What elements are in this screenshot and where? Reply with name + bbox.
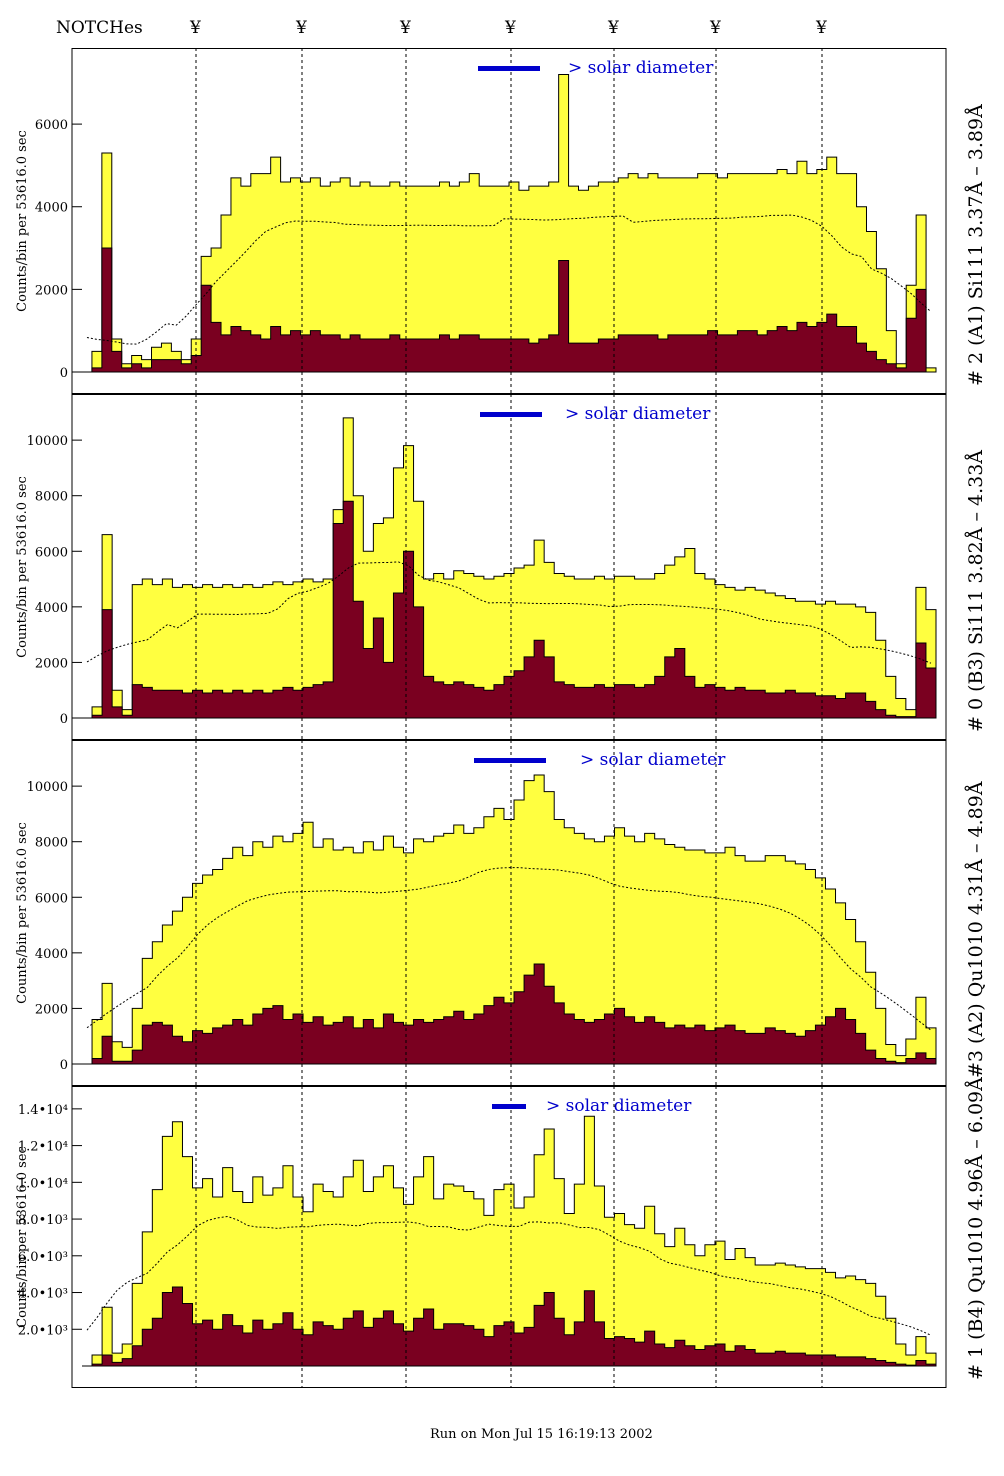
- solar-diameter-annotation: > solar diameter: [568, 58, 714, 78]
- y-tick-label: 0: [60, 712, 68, 727]
- panel-2-detector-label: # 0 (B3) Si111 3.82Å – 4.33Å: [965, 449, 987, 732]
- total-counts-histogram: [82, 1115, 937, 1367]
- background-counts-histogram: [82, 500, 937, 719]
- notch-marker-2: ¥: [296, 18, 307, 38]
- notch-marker-7: ¥: [816, 18, 827, 38]
- notch-marker-1: ¥: [190, 18, 201, 38]
- chart-panel-3: 0 2000 4000 6000 8000 10000 Counts/bin per 536…: [15, 740, 947, 1086]
- y-tick-label: 6.0•10³: [18, 1250, 68, 1265]
- background-counts-histogram: [82, 1286, 937, 1367]
- solar-diameter-bar: [474, 758, 546, 763]
- y-tick-label: 4000: [35, 947, 68, 962]
- y-tick-label: 0: [60, 366, 68, 381]
- solar-diameter-annotation: > solar diameter: [546, 1096, 692, 1116]
- chart-panel-4: 2.0•10³ 4.0•10³ 6.0•10³ 8.0•10³ 1.0•10⁴ 1.2•1…: [15, 1086, 947, 1388]
- y-tick-label: 8000: [35, 490, 68, 505]
- smoothed-mean-curve: [86, 561, 932, 664]
- run-timestamp: Run on Mon Jul 15 16:19:13 2002: [430, 1427, 653, 1442]
- y-tick-label: 8.0•10³: [18, 1213, 68, 1228]
- chart-panel-2: 0 2000 4000 6000 8000 10000 Counts/bin per 536…: [15, 394, 947, 740]
- y-tick-label: 10000: [27, 780, 68, 795]
- background-counts-histogram: [82, 963, 937, 1065]
- y-axis-label: Counts/bin per 53616.0 sec: [15, 1146, 30, 1328]
- panel-3-detector-label: #3 (A2) Qu1010 4.31Å – 4.89Å: [965, 781, 987, 1078]
- solar-diameter-annotation: > solar diameter: [565, 404, 711, 424]
- total-counts-histogram: [82, 74, 937, 373]
- notch-marker-3: ¥: [400, 18, 411, 38]
- y-tick-label: 2000: [35, 1002, 68, 1017]
- smoothed-mean-curve: [86, 1215, 932, 1336]
- solar-diameter-bar: [492, 1104, 526, 1109]
- y-tick-label: 8000: [35, 836, 68, 851]
- y-tick-label: 6000: [35, 545, 68, 560]
- notches-label: NOTCHes: [56, 18, 143, 38]
- y-tick-label: 2000: [35, 283, 68, 298]
- y-tick-label: 2.0•10³: [18, 1323, 68, 1338]
- y-tick-label: 4.0•10³: [18, 1287, 68, 1302]
- y-axis-label: Counts/bin per 53616.0 sec: [15, 476, 30, 658]
- y-tick-label: 1.4•10⁴: [18, 1103, 68, 1118]
- y-tick-label: 1.2•10⁴: [18, 1140, 68, 1155]
- y-tick-label: 4000: [35, 601, 68, 616]
- notch-marker-5: ¥: [608, 18, 619, 38]
- y-tick-label: 4000: [35, 201, 68, 216]
- y-tick-label: 2000: [35, 656, 68, 671]
- total-counts-histogram: [82, 774, 937, 1065]
- y-tick-label: 0: [60, 1058, 68, 1073]
- chart-panel-1: 0 2000 4000 6000 Counts/bin per 53616.0 sec >…: [15, 48, 947, 394]
- smoothed-mean-curve: [86, 867, 932, 1031]
- panel-1-detector-label: # 2 (A1) Si111 3.37Å – 3.89Å: [965, 104, 987, 386]
- y-tick-label: 6000: [35, 891, 68, 906]
- smoothed-mean-curve: [86, 214, 932, 345]
- y-tick-label: 6000: [35, 118, 68, 133]
- y-axis-label: Counts/bin per 53616.0 sec: [15, 822, 30, 1004]
- y-axis-label: Counts/bin per 53616.0 sec: [15, 130, 30, 312]
- solar-diameter-bar: [480, 412, 542, 417]
- total-counts-histogram: [82, 417, 937, 719]
- solar-diameter-bar: [478, 66, 540, 71]
- y-tick-label: 1.0•10⁴: [18, 1176, 68, 1191]
- panel-4-detector-label: # 1 (B4) Qu1010 4.96Å – 6.09Å: [965, 1077, 987, 1380]
- notch-marker-6: ¥: [710, 18, 721, 38]
- y-tick-label: 10000: [27, 434, 68, 449]
- solar-diameter-annotation: > solar diameter: [580, 750, 726, 770]
- notch-marker-4: ¥: [505, 18, 516, 38]
- background-counts-histogram: [82, 247, 936, 373]
